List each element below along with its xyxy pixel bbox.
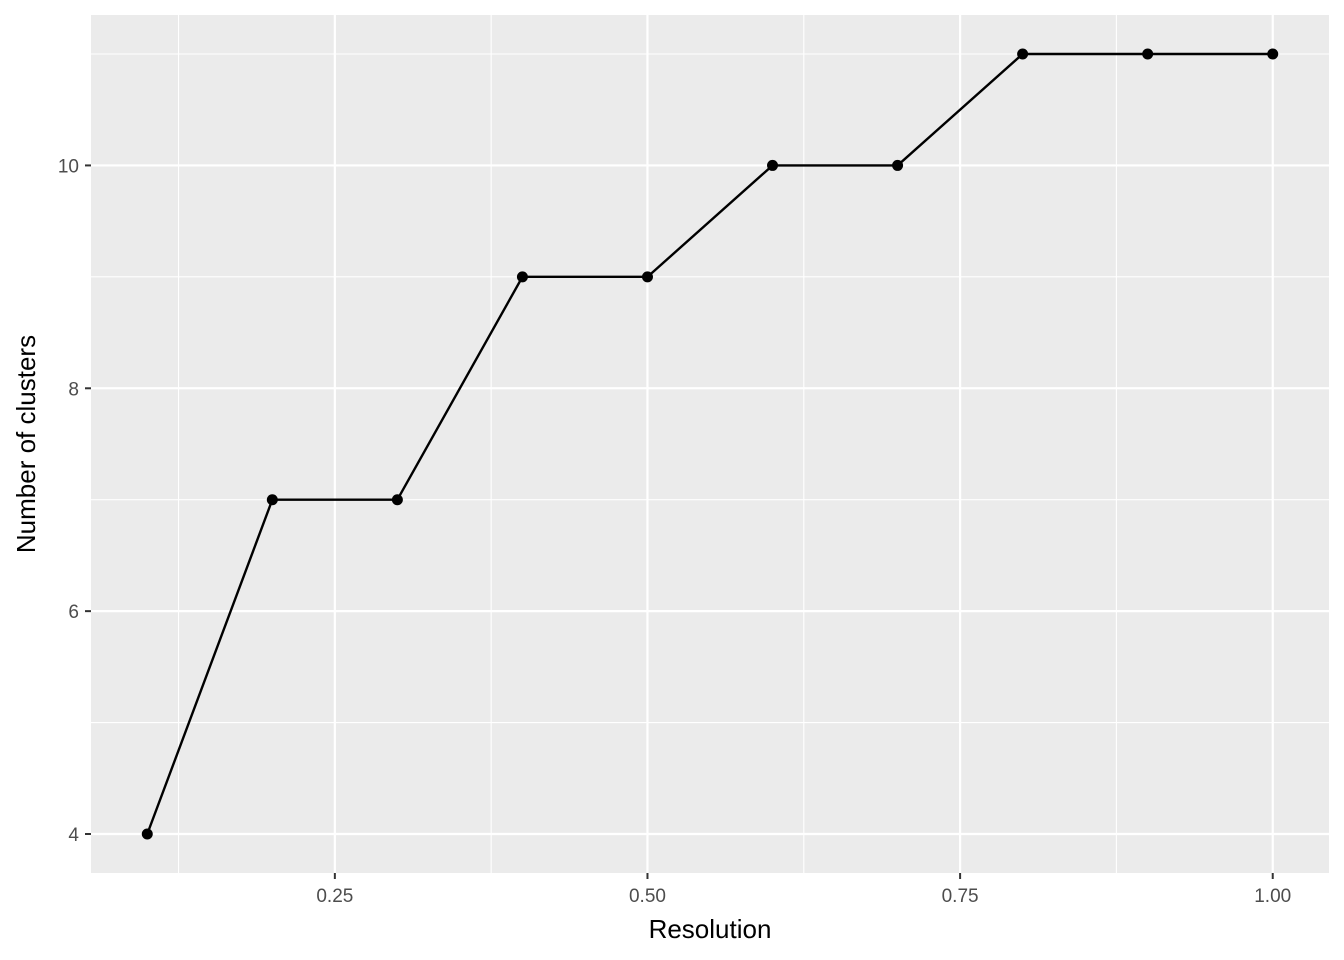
data-point xyxy=(892,159,904,171)
y-tick-label: 10 xyxy=(58,156,79,177)
x-tick-label: 1.00 xyxy=(1254,886,1291,907)
data-point xyxy=(767,159,779,171)
series-lines xyxy=(146,52,1273,835)
x-axis-title: Resolution xyxy=(649,914,772,944)
x-tick-label: 0.25 xyxy=(316,886,353,907)
data-point xyxy=(641,271,653,283)
x-tick-label: 0.75 xyxy=(942,886,979,907)
axis-ticks xyxy=(85,164,1274,879)
data-point xyxy=(1142,48,1154,60)
y-tick-label: 6 xyxy=(68,602,79,623)
data-point xyxy=(141,828,153,840)
y-axis-title: Number of clusters xyxy=(11,335,41,553)
plot-panel xyxy=(91,15,1329,873)
data-point xyxy=(1017,48,1029,60)
y-tick-label: 8 xyxy=(68,379,79,400)
x-tick-label: 0.50 xyxy=(629,886,666,907)
y-tick-label: 4 xyxy=(68,825,79,846)
data-point xyxy=(516,271,528,283)
series-line xyxy=(146,52,1273,835)
axis-tick-labels: 0.25 0.50 0.75 1.00 4 6 8 10 xyxy=(58,156,1291,907)
data-point xyxy=(1267,48,1279,60)
data-point xyxy=(266,494,278,506)
data-point xyxy=(391,494,403,506)
series-points xyxy=(141,48,1279,840)
major-gridlines xyxy=(91,15,1329,873)
